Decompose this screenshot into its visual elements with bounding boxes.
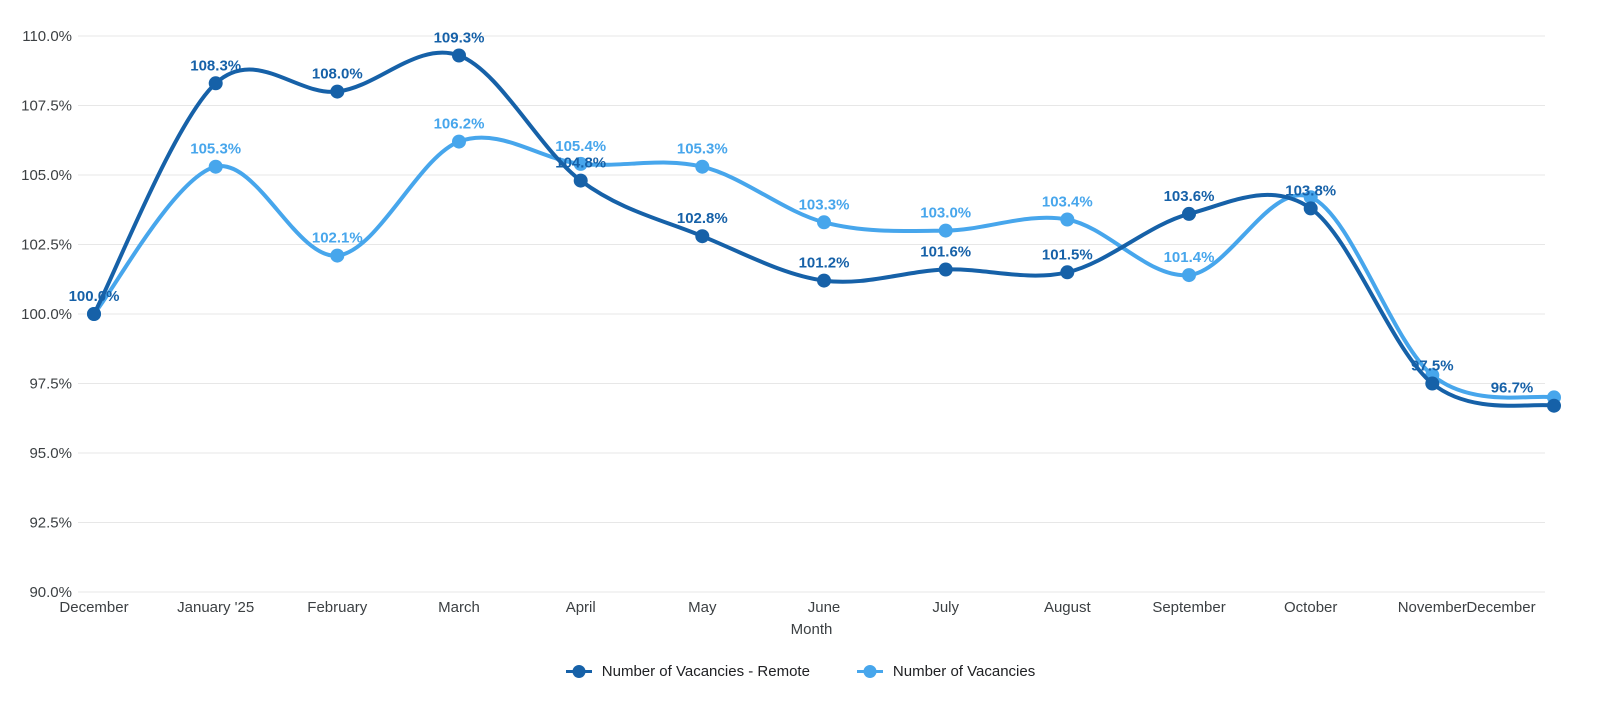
data-point-label: 103.8% [1285,182,1336,199]
data-point-number-of-vacancies[interactable] [573,156,588,171]
data-point-label: 101.2% [799,255,850,272]
legend-label: Number of Vacancies [892,663,1036,680]
data-point-label: 103.6% [1164,188,1215,205]
data-point-number-of-vacancies[interactable] [1303,190,1318,205]
data-point-label: 102.1% [312,230,363,247]
x-axis-tick-label: March [438,599,480,616]
y-axis-tick-label: 90.0% [29,584,72,601]
y-axis-tick-label: 107.5% [21,98,72,115]
x-axis-tick-label: December [1466,599,1535,616]
x-axis-tick-label: August [1044,599,1092,616]
data-point-number-of-vacancies-remote[interactable] [573,173,588,188]
data-point-number-of-vacancies[interactable] [938,223,953,238]
data-point-number-of-vacancies[interactable] [452,134,466,149]
x-axis-tick-label: September [1152,599,1225,616]
y-axis-tick-label: 95.0% [29,445,72,462]
data-point-label: 105.3% [190,141,241,158]
legend-marker-icon [856,665,883,678]
legend-marker-icon [565,665,592,678]
data-point-number-of-vacancies-remote[interactable] [208,76,223,91]
x-axis-tick-label: December [59,599,128,616]
data-point-number-of-vacancies-remote[interactable] [330,84,345,99]
data-point-label: 101.4% [1164,249,1215,266]
data-point-number-of-vacancies-remote[interactable] [938,262,953,277]
legend-item-vacancies[interactable]: Number of Vacancies [856,663,1035,680]
y-axis-tick-label: 97.5% [29,376,72,393]
x-axis-tick-label: November [1398,599,1467,616]
chart-plot-area: 110.0% 107.5% 105.0% 102.5% 100.0% 97.5% 95.0%… [21,28,1561,616]
data-point-number-of-vacancies[interactable] [1182,268,1196,283]
data-point-label: 108.0% [312,66,363,83]
legend-label: Number of Vacancies - Remote [601,663,810,680]
data-point-number-of-vacancies-remote[interactable] [817,273,831,288]
y-axis-tick-label: 110.0% [22,28,72,45]
data-point-number-of-vacancies-remote[interactable] [452,48,466,63]
x-axis-title: Month [790,621,833,638]
data-point-number-of-vacancies-remote[interactable] [1547,398,1561,413]
data-point-label: 96.7% [1491,380,1534,397]
data-point-number-of-vacancies[interactable] [817,215,831,230]
data-point-number-of-vacancies[interactable] [330,248,345,263]
x-axis-tick-label: February [307,599,368,616]
data-point-number-of-vacancies-remote[interactable] [1182,206,1196,221]
y-axis-tick-label: 102.5% [21,237,72,254]
y-axis-tick-label: 92.5% [29,515,72,532]
data-point-label: 108.3% [190,57,241,74]
data-point-label: 101.5% [1042,246,1093,263]
data-point-number-of-vacancies-remote[interactable] [1425,376,1440,391]
data-point-label: 103.4% [1042,194,1093,211]
data-point-number-of-vacancies[interactable] [1060,212,1075,227]
data-point-label: 103.0% [920,205,971,222]
data-point-number-of-vacancies[interactable] [695,159,710,174]
x-axis-tick-label: April [566,599,596,616]
data-point-label: 104.8% [555,155,606,172]
data-point-number-of-vacancies-remote[interactable] [695,229,710,244]
data-point-label: 105.3% [677,141,728,158]
data-point-label: 105.4% [555,138,606,155]
data-point-number-of-vacancies-remote[interactable] [1303,201,1318,216]
x-axis-tick-label: May [688,599,717,616]
data-point-number-of-vacancies-remote[interactable] [87,307,101,321]
x-axis-tick-label: October [1284,599,1337,616]
data-point-label: 97.5% [1411,358,1454,375]
legend-item-vacancies-remote[interactable]: Number of Vacancies - Remote [565,663,810,680]
x-axis-tick-label: July [932,599,959,616]
y-axis-tick-label: 105.0% [21,167,72,184]
x-axis-tick-label: June [808,599,841,616]
data-point-label: 101.6% [920,244,971,261]
data-point-number-of-vacancies-remote[interactable] [1060,265,1075,280]
data-point-label: 106.2% [434,116,485,133]
x-axis-tick-label: January '25 [177,599,254,616]
data-point-label: 109.3% [434,30,485,47]
legend: Number of Vacancies - Remote Number of V… [0,663,1600,680]
y-axis-tick-label: 100.0% [21,306,72,323]
data-point-label: 102.8% [677,210,728,227]
data-point-label: 100.0% [69,288,120,305]
data-point-number-of-vacancies[interactable] [208,159,223,174]
data-point-label: 103.3% [799,196,850,213]
